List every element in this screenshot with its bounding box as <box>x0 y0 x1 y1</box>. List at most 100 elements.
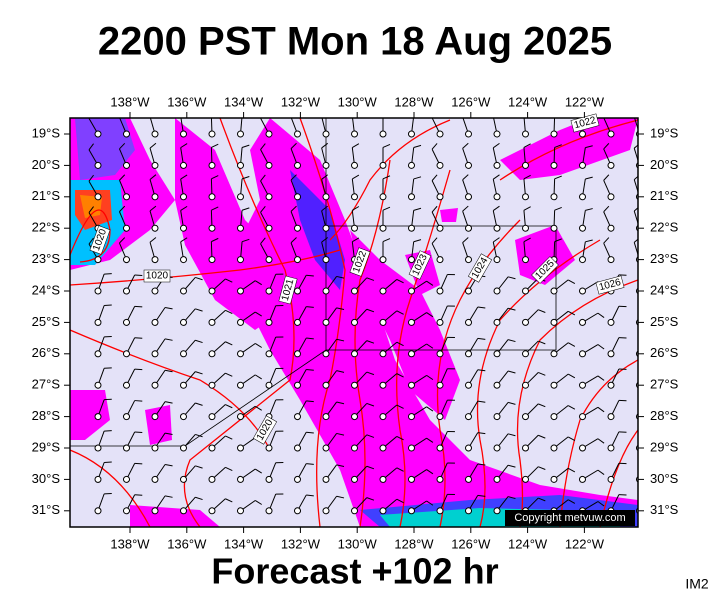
barb-flag <box>306 463 314 465</box>
barb-flag <box>649 368 657 374</box>
barb-flag <box>290 237 297 244</box>
barb-flag <box>492 205 500 212</box>
barb <box>550 436 576 452</box>
station <box>208 507 216 515</box>
barb-flag <box>134 431 143 433</box>
barb <box>492 237 501 264</box>
barb-flag <box>225 404 233 409</box>
station <box>493 475 501 483</box>
barb <box>237 500 262 515</box>
barb <box>321 142 330 169</box>
barb-flag <box>554 175 562 180</box>
barb-flag <box>211 143 219 148</box>
lon-label-bottom: 124°W <box>508 536 548 551</box>
station <box>550 475 558 483</box>
barb <box>431 205 444 232</box>
barb-flag <box>225 309 233 315</box>
barb <box>579 145 593 169</box>
barb-flag <box>447 399 455 401</box>
station <box>550 193 558 201</box>
barb-flag <box>413 176 422 180</box>
barb-flag <box>254 500 262 505</box>
barb <box>322 307 345 326</box>
barb-flag <box>336 307 345 311</box>
barb-flag <box>134 305 143 308</box>
lon-label-top: 134°W <box>224 94 264 109</box>
barb <box>265 367 284 389</box>
contour-label: 1021 <box>278 275 298 305</box>
barb-flag <box>649 462 657 468</box>
barb <box>379 175 391 201</box>
barb-flag <box>275 430 284 432</box>
barb-staff <box>640 433 650 448</box>
barb <box>607 368 627 389</box>
station <box>636 224 638 232</box>
station <box>550 413 558 421</box>
station <box>550 350 558 358</box>
lon-label-top: 136°W <box>167 94 207 109</box>
lon-label-top: 128°W <box>394 94 434 109</box>
station <box>493 161 501 169</box>
barb <box>94 335 112 358</box>
station <box>579 318 586 326</box>
barb <box>290 237 301 264</box>
barb <box>408 406 434 421</box>
station <box>94 413 102 421</box>
station <box>351 193 358 201</box>
barb-flag <box>649 399 657 405</box>
barb-flag <box>567 279 576 285</box>
map-title: 2200 PST Mon 18 Aug 2025 <box>98 20 612 64</box>
barb <box>180 339 203 358</box>
station <box>579 161 586 169</box>
station <box>265 256 273 264</box>
barb <box>119 174 130 201</box>
station <box>123 193 130 201</box>
station <box>607 381 615 389</box>
barb <box>379 498 404 515</box>
barb <box>265 336 284 358</box>
barb <box>603 205 615 232</box>
station <box>579 350 586 358</box>
barb <box>151 401 173 421</box>
station <box>522 130 529 138</box>
station <box>322 193 330 201</box>
station <box>493 350 501 358</box>
barb-flag <box>254 343 262 348</box>
barb-staff <box>633 210 638 229</box>
station <box>465 130 472 138</box>
station <box>151 475 159 483</box>
station <box>436 318 444 326</box>
station <box>94 350 102 358</box>
station <box>180 444 187 452</box>
barb <box>465 494 486 515</box>
barb <box>351 465 375 483</box>
station <box>493 381 501 389</box>
barb-staff <box>640 307 650 322</box>
barb-flag <box>164 463 173 467</box>
barb <box>493 307 516 326</box>
barb <box>94 304 112 326</box>
lon-label-bottom: 122°W <box>565 536 605 551</box>
barb <box>408 343 434 358</box>
station <box>493 507 501 515</box>
barb-flag <box>195 465 203 469</box>
barb <box>379 373 404 389</box>
barb-staff <box>640 370 650 385</box>
station <box>379 256 387 264</box>
barb-flag <box>119 237 126 244</box>
station <box>465 350 472 358</box>
station <box>237 381 244 389</box>
barb <box>322 275 345 295</box>
barb-flag <box>290 205 297 212</box>
station <box>436 287 444 295</box>
barb-flag <box>426 312 434 318</box>
barb-flag <box>603 205 610 213</box>
station <box>94 507 102 515</box>
barb <box>294 400 314 421</box>
barb-flag <box>104 304 112 306</box>
barb-flag <box>603 237 610 244</box>
station <box>379 444 387 452</box>
barb-flag <box>321 205 329 212</box>
barb <box>119 237 130 264</box>
station <box>208 161 216 169</box>
